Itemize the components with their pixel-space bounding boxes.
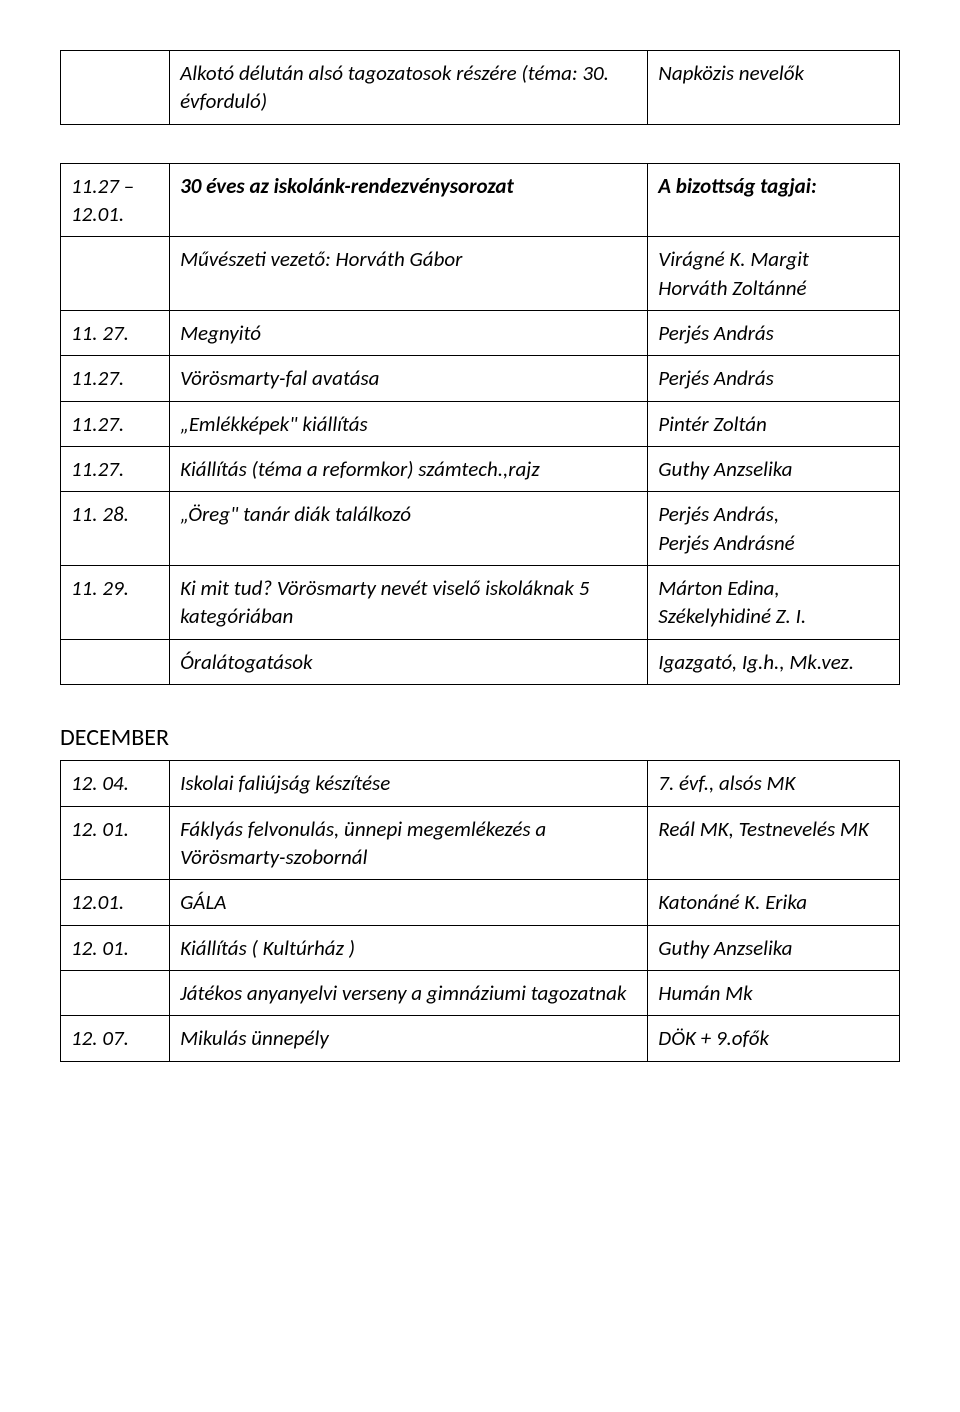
table-row: 12. 01. Fáklyás felvonulás, ünnepi megem… <box>61 806 900 880</box>
cell-who: Perjés András <box>648 356 900 401</box>
cell-who: Humán Mk <box>648 970 900 1015</box>
cell-date <box>61 639 170 684</box>
cell-who: Perjés András <box>648 311 900 356</box>
cell-desc: Alkotó délután alsó tagozatosok részére … <box>170 51 648 125</box>
cell-date <box>61 51 170 125</box>
cell-date <box>61 970 170 1015</box>
table-row: 11.27. „Emlékképek" kiállítás Pintér Zol… <box>61 401 900 446</box>
cell-desc: Kiállítás (téma a reformkor) számtech.,r… <box>170 447 648 492</box>
section-heading-december: DECEMBER <box>60 723 900 752</box>
cell-who: Márton Edina,Székelyhidiné Z. I. <box>648 566 900 640</box>
cell-date: 12. 04. <box>61 761 170 806</box>
cell-who: Napközis nevelők <box>648 51 900 125</box>
cell-date: 11.27. <box>61 447 170 492</box>
cell-desc: Művészeti vezető: Horváth Gábor <box>170 237 648 311</box>
cell-desc: Óralátogatások <box>170 639 648 684</box>
cell-date: 12. 07. <box>61 1016 170 1061</box>
cell-who: Perjés András,Perjés Andrásné <box>648 492 900 566</box>
cell-who: Pintér Zoltán <box>648 401 900 446</box>
cell-desc: Játékos anyanyelvi verseny a gimnáziumi … <box>170 970 648 1015</box>
table-row: Művészeti vezető: Horváth Gábor Virágné … <box>61 237 900 311</box>
table-events: 11.27 – 12.01. 30 éves az iskolánk-rende… <box>60 163 900 685</box>
cell-date: 11. 27. <box>61 311 170 356</box>
cell-desc-header: 30 éves az iskolánk-rendezvénysorozat <box>170 163 648 237</box>
cell-date: 12. 01. <box>61 806 170 880</box>
table-row: 11.27. Kiállítás (téma a reformkor) szám… <box>61 447 900 492</box>
cell-who: Virágné K. MargitHorváth Zoltánné <box>648 237 900 311</box>
table-row: 12. 04. Iskolai faliújság készítése 7. é… <box>61 761 900 806</box>
table-row: Játékos anyanyelvi verseny a gimnáziumi … <box>61 970 900 1015</box>
cell-desc: GÁLA <box>170 880 648 925</box>
table-row: Óralátogatások Igazgató, Ig.h., Mk.vez. <box>61 639 900 684</box>
table-top: Alkotó délután alsó tagozatosok részére … <box>60 50 900 125</box>
cell-desc: Megnyitó <box>170 311 648 356</box>
cell-desc: Mikulás ünnepély <box>170 1016 648 1061</box>
cell-desc: Fáklyás felvonulás, ünnepi megemlékezés … <box>170 806 648 880</box>
table-row: Alkotó délután alsó tagozatosok részére … <box>61 51 900 125</box>
cell-who: Katonáné K. Erika <box>648 880 900 925</box>
table-header-row: 11.27 – 12.01. 30 éves az iskolánk-rende… <box>61 163 900 237</box>
cell-date: 11. 28. <box>61 492 170 566</box>
cell-who: DÖK + 9.ofők <box>648 1016 900 1061</box>
cell-date: 11.27. <box>61 401 170 446</box>
table-row: 11. 27. Megnyitó Perjés András <box>61 311 900 356</box>
cell-date <box>61 237 170 311</box>
table-row: 11. 29. Ki mit tud? Vörösmarty nevét vis… <box>61 566 900 640</box>
cell-desc: Kiállítás ( Kultúrház ) <box>170 925 648 970</box>
cell-who: Guthy Anzselika <box>648 925 900 970</box>
cell-who-header: A bizottság tagjai: <box>648 163 900 237</box>
cell-desc: Iskolai faliújság készítése <box>170 761 648 806</box>
cell-desc: „Öreg" tanár diák találkozó <box>170 492 648 566</box>
cell-date: 11.27. <box>61 356 170 401</box>
cell-desc: Ki mit tud? Vörösmarty nevét viselő isko… <box>170 566 648 640</box>
cell-who: Igazgató, Ig.h., Mk.vez. <box>648 639 900 684</box>
table-row: 12.01. GÁLA Katonáné K. Erika <box>61 880 900 925</box>
table-row: 12. 01. Kiállítás ( Kultúrház ) Guthy An… <box>61 925 900 970</box>
cell-desc: „Emlékképek" kiállítás <box>170 401 648 446</box>
cell-who: Guthy Anzselika <box>648 447 900 492</box>
table-row: 11.27. Vörösmarty-fal avatása Perjés And… <box>61 356 900 401</box>
cell-date: 11. 29. <box>61 566 170 640</box>
table-row: 12. 07. Mikulás ünnepély DÖK + 9.ofők <box>61 1016 900 1061</box>
cell-who: 7. évf., alsós MK <box>648 761 900 806</box>
cell-date: 12.01. <box>61 880 170 925</box>
cell-who: Reál MK, Testnevelés MK <box>648 806 900 880</box>
cell-date-header: 11.27 – 12.01. <box>61 163 170 237</box>
cell-desc: Vörösmarty-fal avatása <box>170 356 648 401</box>
table-december: 12. 04. Iskolai faliújság készítése 7. é… <box>60 760 900 1061</box>
cell-date: 12. 01. <box>61 925 170 970</box>
table-row: 11. 28. „Öreg" tanár diák találkozó Perj… <box>61 492 900 566</box>
